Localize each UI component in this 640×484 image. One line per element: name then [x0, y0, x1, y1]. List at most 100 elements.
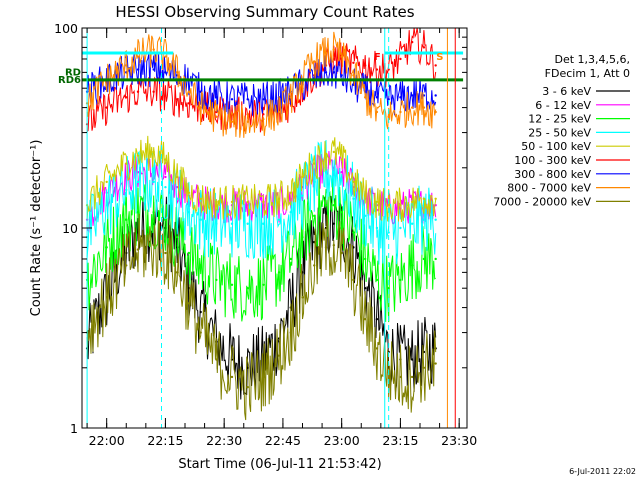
data-point [152, 48, 155, 51]
data-point [199, 106, 202, 109]
data-point [324, 204, 328, 207]
data-point [152, 90, 155, 93]
axes-layer: 1 10 100 22:00 22:15 22:30 22:45 23:00 23:15 23:3… [54, 21, 477, 448]
data-point [105, 204, 108, 207]
data-point [136, 90, 140, 93]
data-point [164, 185, 167, 189]
series-line [86, 135, 437, 223]
data-point [422, 197, 426, 200]
data-point [230, 98, 234, 101]
data-point [187, 302, 191, 305]
data-point [187, 90, 191, 93]
data-point [199, 218, 202, 221]
data-point [262, 98, 265, 101]
data-point [262, 200, 265, 204]
data-point [363, 64, 367, 67]
data-point [289, 257, 292, 261]
data-point [434, 110, 437, 114]
data-point [324, 51, 328, 55]
data-point [262, 283, 265, 286]
data-point [246, 287, 249, 290]
data-point [136, 154, 140, 157]
data-point [422, 218, 426, 221]
data-point [215, 96, 218, 99]
legend-label: 6 - 12 keV [535, 99, 591, 112]
flag-label-RD6: RD6 [58, 75, 81, 86]
series-12-25keV [85, 175, 437, 323]
data-point [375, 68, 379, 71]
x-tick-label: 22:00 [89, 433, 125, 448]
data-point [410, 264, 414, 267]
data-point [434, 197, 437, 200]
data-point [175, 98, 179, 101]
x-tick-label: 23:15 [382, 433, 418, 448]
series-line [86, 213, 437, 421]
data-point [363, 287, 367, 290]
data-point [375, 278, 379, 282]
marker-label-F: F [374, 52, 381, 63]
data-point [410, 358, 414, 361]
data-point [230, 283, 234, 286]
data-point [375, 317, 379, 321]
data-point [387, 231, 390, 234]
data-point [399, 375, 402, 379]
data-point [352, 74, 355, 77]
x-tick-label: 23:30 [441, 433, 477, 448]
series-line [86, 175, 436, 323]
data-point [277, 218, 281, 221]
data-point [152, 150, 155, 154]
data-point [164, 218, 167, 221]
data-point [215, 200, 218, 204]
data-point [422, 106, 426, 109]
data-point [434, 64, 437, 67]
data-point [340, 171, 343, 174]
x-axis-label: Start Time (06-Jul-11 21:53:42) [178, 457, 381, 472]
legend-header-line-2: FDecim 1, Att 0 [545, 67, 630, 80]
data-point [230, 120, 234, 123]
legend-label: 12 - 25 keV [528, 113, 591, 126]
data-point [410, 375, 414, 379]
data-point [289, 96, 292, 99]
legend-label: 3 - 6 keV [542, 85, 591, 98]
data-point [164, 55, 167, 58]
chart-title: HESSI Observing Summary Count Rates [115, 3, 414, 21]
x-tick-label: 22:45 [265, 433, 301, 448]
data-point [332, 222, 336, 225]
data-point [410, 106, 414, 109]
data-point [262, 117, 265, 121]
data-point [340, 210, 343, 214]
data-point [434, 94, 437, 97]
data-point [352, 231, 355, 234]
series-line [86, 151, 437, 233]
data-point [262, 222, 265, 225]
data-point [352, 61, 355, 64]
data-point [246, 222, 249, 225]
data-point [340, 178, 343, 181]
data-point [332, 150, 336, 154]
data-point [375, 347, 379, 350]
data-point [105, 180, 108, 184]
data-point [152, 244, 155, 247]
data-point [199, 331, 202, 334]
legend-header-line-1: Det 1,3,4,5,6, [554, 53, 630, 66]
data-point [422, 366, 426, 369]
y-tick-label: 1 [70, 421, 78, 436]
data-point [125, 64, 128, 67]
legend-label: 100 - 300 keV [514, 154, 591, 167]
data-point [175, 197, 179, 200]
data-point [164, 94, 167, 97]
data-point [313, 60, 316, 63]
data-point [152, 210, 155, 214]
data-point [301, 175, 304, 179]
data-point [125, 218, 128, 221]
data-point [363, 96, 367, 99]
data-point [399, 278, 402, 282]
data-point [332, 71, 336, 74]
data-point [332, 244, 336, 247]
series-25-50keV [85, 139, 437, 265]
data-point [363, 317, 367, 321]
data-point [246, 98, 249, 101]
data-point [277, 354, 281, 357]
